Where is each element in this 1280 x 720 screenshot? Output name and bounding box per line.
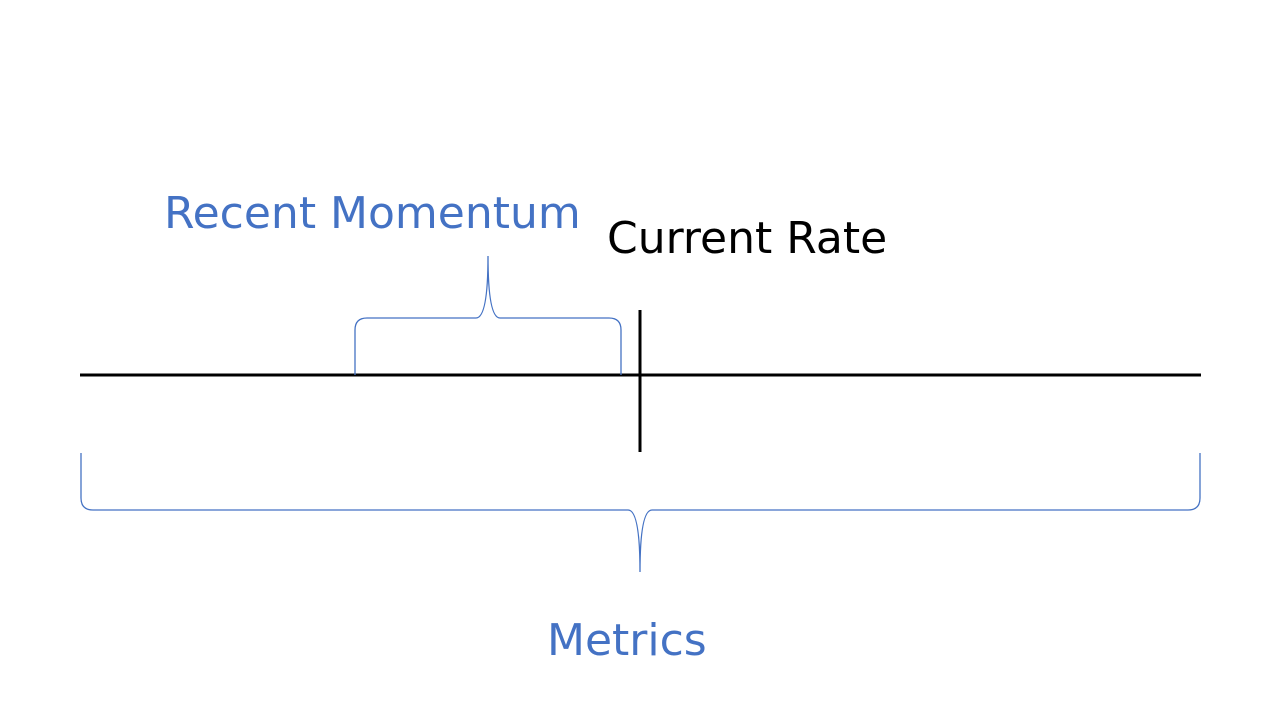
metrics-label: Metrics [547,615,707,666]
recent-momentum-brace [354,255,622,375]
current-rate-label: Current Rate [607,213,888,264]
recent-momentum-label: Recent Momentum [164,188,581,239]
metrics-brace [80,453,1201,573]
